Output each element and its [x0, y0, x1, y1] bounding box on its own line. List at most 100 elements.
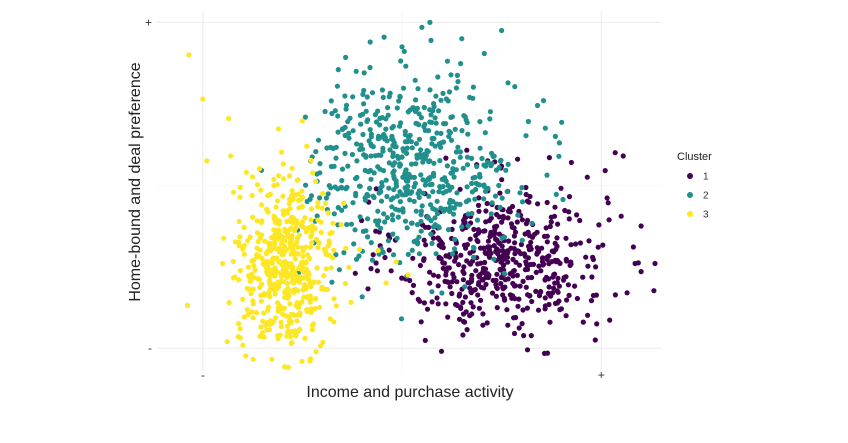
- data-point: [409, 290, 415, 296]
- data-point: [305, 225, 311, 231]
- data-point: [274, 227, 280, 233]
- data-point: [513, 248, 519, 254]
- data-point: [289, 328, 295, 335]
- data-point: [338, 222, 344, 228]
- data-point: [386, 247, 392, 253]
- data-point: [250, 356, 256, 362]
- data-point: [302, 114, 308, 120]
- data-point: [471, 226, 477, 232]
- data-point: [552, 133, 559, 139]
- data-point: [314, 213, 320, 219]
- data-point: [267, 191, 273, 197]
- data-point: [542, 303, 549, 309]
- data-point: [512, 84, 518, 90]
- data-point: [476, 229, 482, 235]
- data-point: [457, 186, 463, 192]
- data-point: [282, 226, 288, 232]
- data-point: [397, 93, 403, 99]
- data-point: [468, 278, 475, 284]
- data-point: [468, 300, 474, 306]
- data-point: [321, 273, 327, 279]
- data-point: [560, 196, 566, 203]
- data-point: [247, 234, 253, 240]
- data-point: [287, 301, 293, 307]
- data-point: [473, 232, 479, 239]
- data-point: [378, 225, 384, 231]
- data-point: [245, 311, 251, 317]
- data-point: [465, 223, 471, 229]
- data-point: [540, 98, 547, 104]
- data-point: [438, 144, 444, 150]
- data-point: [280, 311, 286, 317]
- data-point: [457, 291, 463, 297]
- data-point: [543, 225, 549, 231]
- data-point: [471, 254, 477, 260]
- data-point: [421, 104, 427, 111]
- data-point: [331, 247, 337, 253]
- x-axis-ticks: - +: [201, 368, 605, 382]
- data-point: [265, 307, 271, 313]
- data-point: [390, 150, 396, 156]
- data-point: [565, 282, 572, 288]
- data-point: [507, 209, 513, 215]
- data-point: [446, 200, 453, 206]
- data-point: [515, 212, 521, 218]
- data-point: [356, 183, 363, 189]
- data-point: [447, 130, 453, 136]
- data-point: [387, 147, 393, 153]
- data-point: [472, 174, 478, 180]
- data-point: [454, 190, 460, 196]
- data-point: [313, 349, 319, 355]
- data-point: [536, 249, 542, 255]
- data-point: [396, 98, 402, 104]
- data-point: [300, 275, 307, 281]
- data-point: [505, 161, 511, 167]
- data-point: [254, 230, 260, 236]
- data-point: [329, 110, 335, 117]
- data-point: [367, 39, 373, 45]
- data-point: [478, 284, 484, 290]
- data-point: [455, 79, 461, 85]
- data-point: [344, 221, 350, 228]
- data-point: [398, 58, 404, 64]
- data-point: [491, 243, 497, 249]
- data-point: [534, 102, 541, 109]
- data-point: [262, 238, 268, 244]
- data-point: [250, 315, 256, 321]
- data-point: [334, 83, 340, 89]
- data-point: [322, 108, 328, 115]
- data-point: [482, 250, 488, 256]
- data-point: [568, 159, 575, 166]
- data-point: [486, 253, 492, 259]
- data-point: [422, 121, 428, 127]
- data-point: [384, 215, 390, 221]
- data-point: [303, 266, 309, 272]
- data-point: [341, 250, 347, 256]
- data-point: [504, 254, 511, 260]
- data-point: [299, 203, 305, 210]
- data-point: [481, 245, 487, 251]
- data-point: [394, 105, 400, 111]
- data-point: [258, 298, 264, 304]
- data-point: [568, 242, 574, 248]
- data-point: [276, 173, 282, 179]
- data-point: [546, 155, 553, 161]
- data-point: [441, 121, 447, 127]
- data-point: [472, 287, 478, 293]
- data-point: [638, 223, 644, 229]
- data-point: [501, 270, 507, 276]
- data-point: [333, 303, 339, 309]
- data-point: [401, 48, 407, 55]
- data-point: [288, 272, 294, 278]
- data-point: [529, 220, 535, 226]
- data-point: [307, 244, 313, 250]
- data-point: [353, 256, 360, 262]
- data-point: [464, 162, 471, 168]
- data-point: [595, 244, 601, 250]
- data-point: [450, 211, 457, 217]
- data-point: [368, 176, 374, 182]
- data-point: [365, 286, 371, 292]
- data-point: [501, 234, 507, 240]
- data-point: [336, 267, 342, 273]
- data-point: [555, 221, 561, 227]
